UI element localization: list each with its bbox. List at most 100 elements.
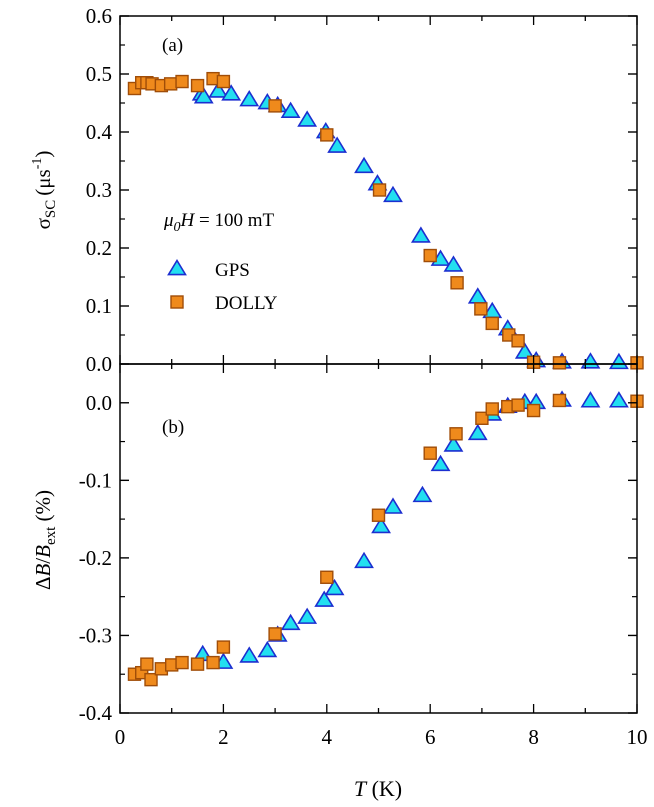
panel-a-gps-point (354, 156, 374, 174)
ylabel-ext: ext (43, 526, 59, 545)
panel-b-dolly-point (485, 402, 499, 416)
panel-a-dolly-point (320, 128, 334, 142)
panel-a-y-axis-label: σSC (μs-1) (30, 151, 59, 230)
panel-a-y-tick-label: 0.3 (86, 178, 112, 202)
ylabel-percent: (%) (31, 490, 55, 527)
panel-a-gps-point (514, 342, 535, 359)
panel-a-dolly-point (474, 302, 488, 316)
panel-a-gps-point (580, 352, 601, 369)
panel-a-y-tick-label: 0.1 (86, 294, 112, 318)
panel-b-dolly-point (320, 570, 334, 584)
panel-a-dolly-point (216, 74, 231, 89)
x-tick-label: 8 (528, 725, 539, 749)
panel-a-dolly-point (163, 77, 178, 91)
panel-b-y-tick-label: 0.0 (86, 391, 112, 415)
legend-dolly-square (170, 295, 184, 309)
panel-a-gps-point (297, 110, 318, 127)
ylabel-b1: B (31, 564, 55, 577)
panel-b-gps-point (314, 590, 335, 607)
panel-b-y-ticks: -0.4 -0.3 -0.2 -0.1 0.0 (79, 391, 637, 725)
ylabel-sc: SC (43, 200, 59, 218)
panel-b-dolly-point (511, 398, 525, 412)
panel-b-label: (b) (162, 417, 184, 438)
panel-b-gps-point (383, 497, 403, 514)
panel-a-dolly-point (511, 334, 525, 348)
panel-b-dolly-point (552, 393, 567, 408)
panel-b-gps-point (430, 454, 451, 472)
panel-b-gps-point (239, 646, 260, 663)
x-tick-label: 10 (627, 725, 648, 749)
legend-gps-triangle (167, 258, 187, 276)
panel-a-gps-point (280, 101, 301, 119)
panel-a-y-tick-label: 0.2 (86, 236, 112, 260)
ylabel-sigma: σ (31, 218, 55, 229)
panel-b: -0.4 -0.3 -0.2 -0.1 0.0 0 2 4 6 8 10 (b) ΔB/Bext … (31, 363, 648, 801)
panel-a-y-tick-label: 0.5 (86, 62, 112, 86)
panel-a-dolly-point (485, 316, 499, 331)
panel-b-dolly-point (144, 672, 158, 687)
panel-a-y-tick-label: 0.4 (86, 120, 113, 144)
xlabel-t: T (354, 776, 368, 801)
panel-a-dolly-point (372, 183, 387, 197)
panel-a-dolly-point (190, 78, 205, 93)
annotation-value: = 100 mT (194, 210, 274, 231)
panel-b-dolly-point (206, 655, 220, 670)
panel-a-gps-point (443, 255, 464, 272)
annotation-mu-sub: 0 (174, 220, 181, 235)
panel-b-y-tick-label: -0.3 (79, 623, 112, 647)
panel-b-dolly-point (475, 411, 489, 425)
panel-b-gps-point (371, 516, 392, 534)
legend-gps-label: GPS (215, 260, 250, 281)
panel-a-gps-point (608, 352, 629, 370)
panel-b-dolly-point (449, 427, 463, 441)
panel-b-x-ticks: 0 2 4 6 8 10 (115, 364, 648, 749)
ylabel-sup: -1 (30, 158, 45, 170)
ylabel-b2: B (31, 545, 55, 558)
ylabel-delta: Δ (31, 577, 55, 591)
panel-b-gps-point (580, 391, 601, 408)
ylabel-close: ) (31, 151, 55, 158)
panel-b-dolly-point (216, 640, 231, 654)
panel-a-gps-point (410, 226, 431, 243)
legend-dolly-marker (170, 295, 184, 309)
legend-gps-marker (167, 258, 187, 276)
x-tick-label: 4 (322, 725, 333, 749)
panel-b-gps-point (443, 435, 464, 452)
panel-b-gps-point (257, 640, 278, 658)
panel-a-dolly-point (268, 99, 282, 113)
panel-b-dolly-point (371, 508, 386, 522)
panel-a-y-tick-label: 0.6 (86, 4, 112, 28)
x-tick-label: 0 (115, 725, 126, 749)
panel-b-y-tick-label: -0.4 (79, 701, 113, 725)
ylabel-unit: (μs (31, 169, 55, 195)
panel-b-gps-point (608, 391, 629, 408)
panel-b-dolly-point (140, 657, 154, 671)
x-tick-label: 6 (425, 725, 436, 749)
panel-a-dolly-point (450, 276, 464, 290)
legend-dolly-label: DOLLY (215, 293, 278, 314)
x-tick-label: 2 (218, 725, 229, 749)
panel-a-y-ticks: 0.0 0.1 0.2 0.3 0.4 0.5 0.6 (86, 4, 637, 376)
panel-b-y-tick-label: -0.1 (79, 468, 112, 492)
legend: GPS DOLLY (167, 258, 278, 314)
xlabel-unit: (K) (366, 776, 402, 801)
panel-a-gps-point (383, 185, 403, 203)
panel-a-annotation: μ0H = 100 mT (163, 210, 275, 235)
panel-a-gps-point (208, 81, 229, 98)
panel-a-y-tick-label: 0.0 (86, 352, 112, 376)
panel-a-gps-point (467, 287, 488, 304)
panel-a-dolly-point (175, 74, 189, 89)
panel-b-dolly-point (423, 446, 437, 460)
panel-b-dolly-point (190, 657, 205, 671)
panel-b-gps-point (280, 613, 301, 631)
panel-a: 0.0 0.1 0.2 0.3 0.4 0.5 0.6 (a) μ0H = 100 mT G… (30, 4, 644, 376)
panel-b-gps-point (354, 551, 374, 569)
x-axis-label: T (K) (354, 776, 402, 801)
panel-b-dolly-point (268, 627, 282, 641)
panel-b-y-axis-label: ΔB/Bext (%) (31, 490, 59, 590)
panel-a-gps-point (193, 87, 214, 104)
panel-a-dolly-point (552, 356, 567, 370)
annotation-h: H (180, 210, 196, 231)
panel-a-label: (a) (162, 35, 183, 56)
panel-b-y-tick-label: -0.2 (79, 546, 112, 570)
